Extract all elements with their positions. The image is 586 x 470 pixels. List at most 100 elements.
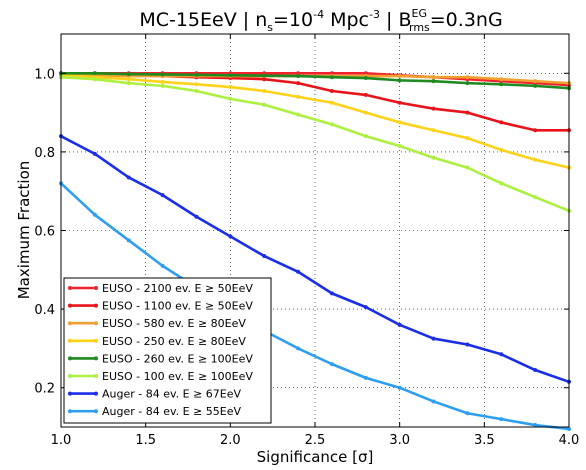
data-point (262, 102, 267, 107)
data-point (92, 151, 97, 156)
series-line (60, 73, 570, 169)
series-line (61, 72, 570, 90)
legend-entry: EUSO - 2100 ev. E ≥ 50EeV (68, 282, 253, 295)
data-point (329, 100, 334, 105)
x-tick-label: 1.0 (51, 433, 72, 448)
data-point (533, 157, 538, 162)
data-point (567, 426, 571, 431)
data-point (92, 71, 97, 76)
series-8 (59, 181, 571, 431)
data-point (262, 254, 267, 259)
data-point (194, 88, 199, 93)
data-point (228, 73, 233, 78)
x-tick-label: 2.0 (220, 433, 241, 448)
legend-marker (68, 356, 72, 361)
data-point (92, 77, 97, 82)
data-point (296, 74, 301, 79)
data-point (194, 214, 199, 219)
data-point (533, 368, 538, 373)
legend-label: Auger - 84 ev. E ≥ 67EeV (102, 388, 242, 401)
data-point (262, 73, 267, 78)
data-point (499, 147, 504, 152)
series-5 (59, 71, 571, 91)
data-point (431, 106, 436, 111)
data-point (431, 79, 436, 84)
data-point (397, 144, 402, 149)
legend-label: EUSO - 260 ev. E ≥ 100EeV (102, 352, 253, 365)
legend-label: EUSO - 580 ev. E ≥ 80EeV (102, 317, 246, 330)
data-point (296, 346, 301, 351)
data-point (363, 375, 368, 380)
x-axis-label: Significance [σ] (257, 448, 374, 466)
legend-entry: EUSO - 250 ev. E ≥ 80EeV (68, 335, 246, 348)
legend-marker (68, 338, 72, 343)
data-point (533, 83, 538, 88)
data-point (465, 411, 470, 416)
legend-entry: EUSO - 100 ev. E ≥ 100EeV (68, 370, 253, 383)
legend-entry: EUSO - 260 ev. E ≥ 100EeV (68, 352, 253, 365)
legend-marker (68, 321, 72, 326)
y-tick-label: 1.0 (34, 67, 55, 82)
legend-marker (68, 303, 72, 308)
data-point (329, 362, 334, 367)
data-point (431, 336, 436, 341)
legend-marker (68, 374, 72, 378)
data-point (228, 234, 233, 239)
data-point (329, 88, 334, 93)
legend-label: EUSO - 100 ev. E ≥ 100EeV (102, 370, 253, 383)
data-point (397, 78, 402, 83)
data-point (397, 100, 402, 105)
data-point (465, 81, 470, 86)
data-point (465, 110, 470, 115)
data-point (296, 81, 301, 86)
data-point (465, 342, 470, 347)
legend-entry: EUSO - 580 ev. E ≥ 80EeV (68, 317, 246, 330)
legend-marker (68, 286, 72, 290)
x-tick-label: 3.5 (474, 433, 495, 448)
data-point (296, 269, 301, 274)
series-line (60, 135, 570, 384)
legend-box (63, 277, 272, 424)
data-point (431, 128, 436, 133)
data-point (296, 112, 301, 117)
legend-marker (68, 391, 72, 396)
legend-marker (94, 356, 98, 361)
legend-marker (94, 303, 98, 308)
legend-marker (94, 321, 98, 326)
data-point (499, 352, 504, 357)
data-point (363, 76, 368, 81)
data-point (363, 305, 368, 310)
legend-marker (94, 374, 98, 378)
data-point (329, 291, 334, 296)
legend: EUSO - 2100 ev. E ≥ 50EeV EUSO - 1100 ev.… (63, 277, 272, 424)
legend-marker (94, 338, 98, 343)
data-point (533, 128, 538, 133)
data-point (431, 75, 436, 80)
data-point (533, 195, 538, 200)
data-point (329, 122, 334, 127)
data-point (228, 96, 233, 101)
data-point (194, 82, 199, 87)
x-tick-label: 4.0 (559, 433, 580, 448)
legend-label: Auger - 84 ev. E ≥ 55EeV (102, 405, 242, 418)
series-lines (59, 71, 571, 431)
x-tick-label: 3.0 (389, 433, 410, 448)
legend-entry: Auger - 84 ev. E ≥ 55EeV (68, 405, 242, 418)
legend-entry: EUSO - 1100 ev. E ≥ 50EeV (68, 300, 253, 313)
data-point (499, 417, 504, 422)
data-point (329, 71, 334, 76)
data-point (363, 92, 368, 97)
data-point (431, 155, 436, 160)
data-point (397, 385, 402, 390)
chart-title: MC-15EeV | ns=10-4 Mpc-3 | BEG rms=0.3nG (139, 7, 502, 34)
legend-label: EUSO - 2100 ev. E ≥ 50EeV (102, 282, 253, 295)
data-point (160, 72, 165, 77)
legend-entry: Auger - 84 ev. E ≥ 67EeV (68, 388, 242, 401)
legend-marker (94, 391, 98, 396)
data-point (262, 88, 267, 93)
data-point (397, 74, 402, 79)
axis-ticks: 1.0 1.5 2.0 2.5 3.0 3.5 4.0 0.2 0.4 0.6 0.8 1.0 (34, 34, 579, 448)
x-tick-label: 2.5 (305, 433, 326, 448)
data-point (329, 75, 334, 80)
